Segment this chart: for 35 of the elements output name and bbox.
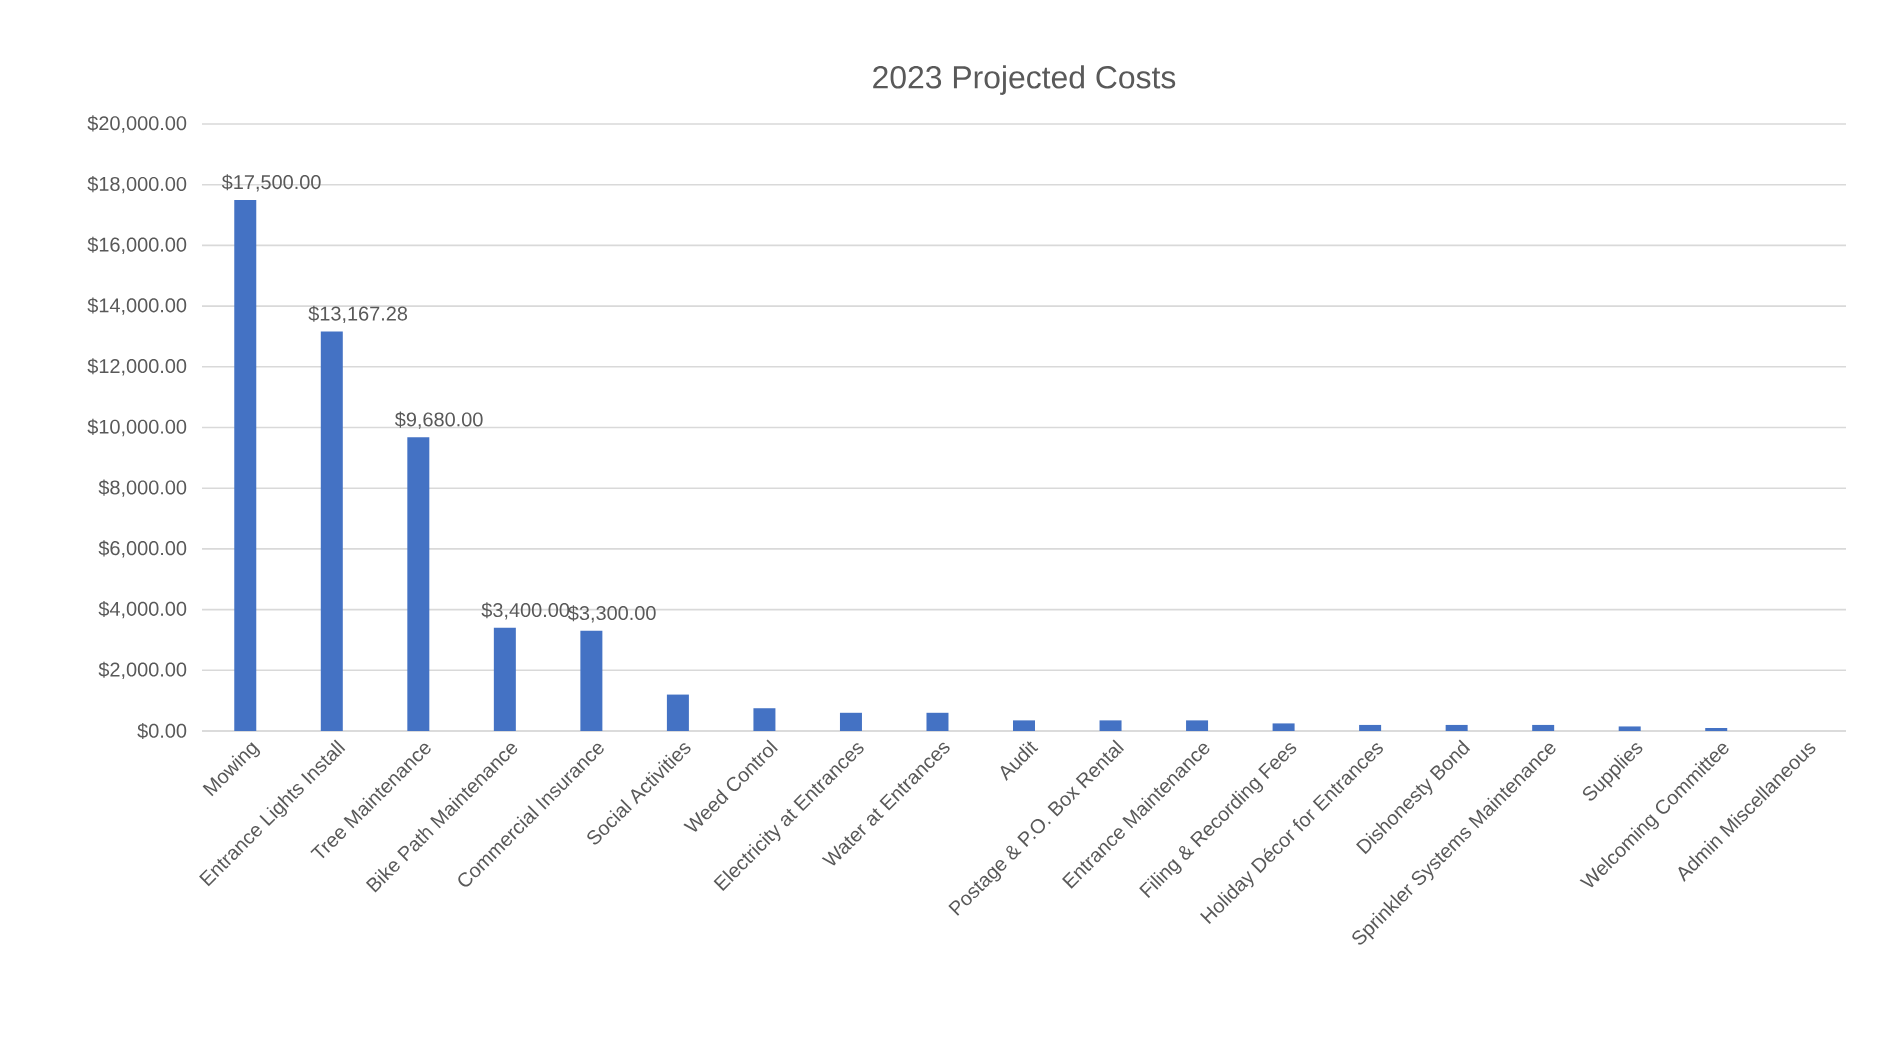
bar (1359, 724, 1382, 731)
y-tick-label: $20,000.00 (87, 115, 187, 133)
y-tick-label: $16,000.00 (87, 236, 187, 255)
data-label: $3,300.00 (568, 605, 656, 623)
bar (666, 694, 689, 731)
bar (1532, 724, 1555, 731)
bar (753, 708, 776, 731)
bar (1445, 724, 1468, 731)
bar (1013, 720, 1036, 731)
y-tick-label: $12,000.00 (87, 358, 187, 376)
bar (580, 630, 603, 731)
y-tick-label: $0.00 (137, 722, 187, 740)
bar (839, 712, 862, 731)
bar (1618, 726, 1641, 731)
bar (1705, 727, 1728, 731)
y-tick-label: $6,000.00 (98, 540, 187, 558)
bar (493, 627, 516, 731)
y-tick-label: $4,000.00 (98, 600, 187, 619)
y-tick-label: $10,000.00 (87, 418, 187, 437)
y-tick-label: $18,000.00 (87, 176, 187, 194)
bar (320, 331, 343, 731)
data-label: $9,680.00 (394, 411, 483, 429)
bar (234, 199, 257, 731)
bar (1186, 720, 1209, 731)
y-tick-label: $14,000.00 (87, 297, 187, 315)
y-tick-label: $8,000.00 (98, 479, 187, 497)
bar (1099, 720, 1122, 731)
data-label: $17,500.00 (221, 174, 321, 192)
chart-title: 2023 Projected Costs (873, 65, 1176, 95)
bar (926, 712, 949, 731)
data-label: $13,167.28 (308, 305, 408, 324)
data-label: $3,400.00 (481, 602, 570, 620)
y-tick-label: $2,000.00 (98, 661, 187, 679)
bar (407, 437, 430, 731)
bar (1272, 723, 1295, 731)
